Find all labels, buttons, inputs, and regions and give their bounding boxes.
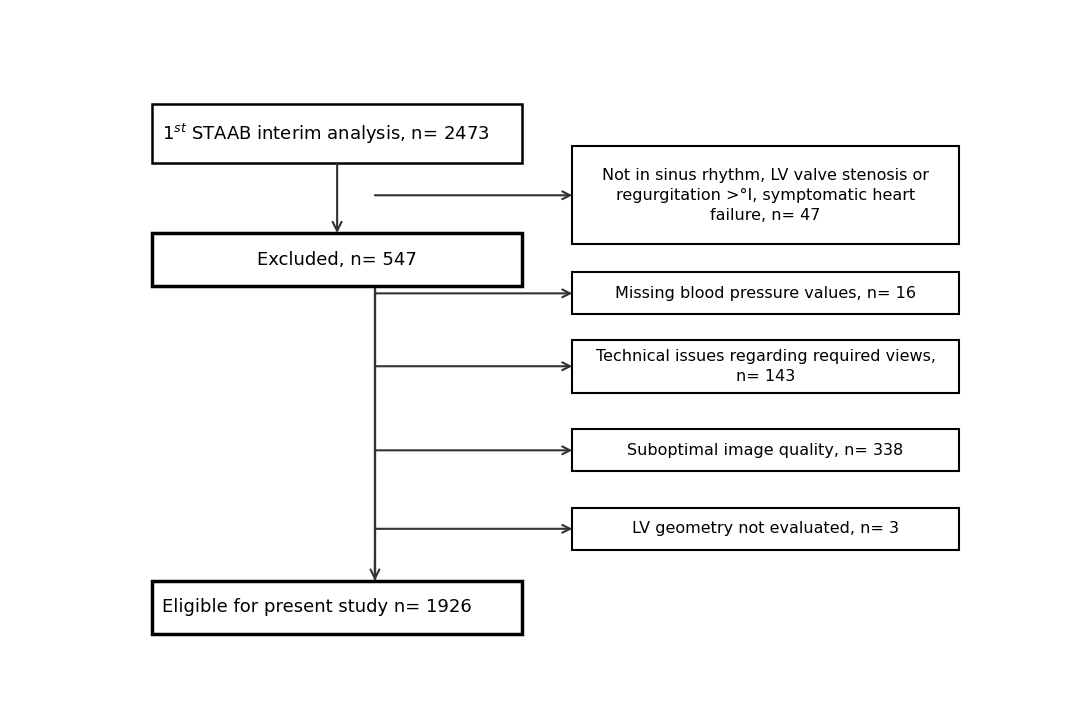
- FancyBboxPatch shape: [572, 146, 958, 245]
- Text: Eligible for present study n= 1926: Eligible for present study n= 1926: [163, 598, 473, 617]
- FancyBboxPatch shape: [152, 233, 522, 286]
- FancyBboxPatch shape: [152, 581, 522, 634]
- Text: Excluded, n= 547: Excluded, n= 547: [257, 250, 417, 269]
- FancyBboxPatch shape: [572, 430, 958, 471]
- Text: Suboptimal image quality, n= 338: Suboptimal image quality, n= 338: [628, 443, 904, 458]
- FancyBboxPatch shape: [572, 508, 958, 550]
- FancyBboxPatch shape: [572, 272, 958, 314]
- Text: LV geometry not evaluated, n= 3: LV geometry not evaluated, n= 3: [632, 521, 899, 537]
- FancyBboxPatch shape: [152, 104, 522, 163]
- FancyBboxPatch shape: [572, 339, 958, 393]
- Text: Not in sinus rhythm, LV valve stenosis or
regurgitation >°I, symptomatic heart
f: Not in sinus rhythm, LV valve stenosis o…: [602, 168, 929, 223]
- Text: 1$^{st}$ STAAB interim analysis, n= 2473: 1$^{st}$ STAAB interim analysis, n= 2473: [163, 122, 490, 146]
- Text: Missing blood pressure values, n= 16: Missing blood pressure values, n= 16: [615, 286, 916, 301]
- Text: Technical issues regarding required views,
n= 143: Technical issues regarding required view…: [595, 349, 935, 384]
